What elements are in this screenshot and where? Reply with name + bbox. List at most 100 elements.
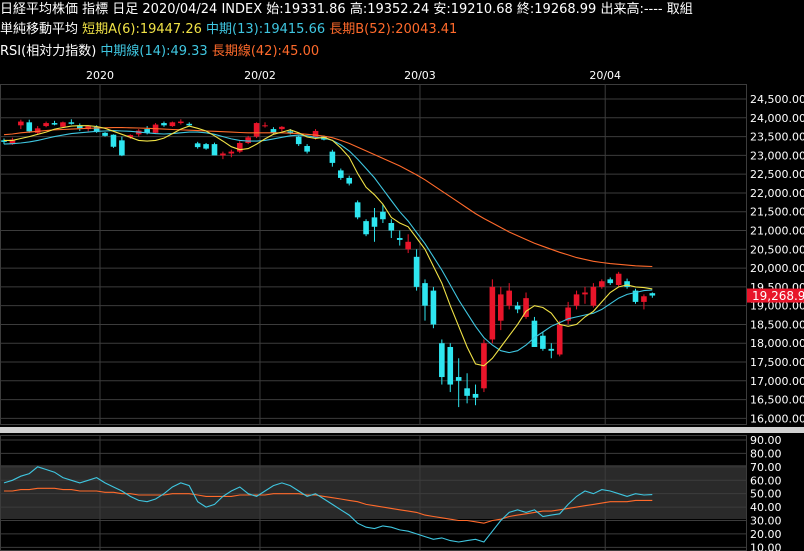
candle-body bbox=[380, 211, 386, 220]
x-tick-label: 20/04 bbox=[589, 69, 621, 82]
candle-body bbox=[203, 144, 209, 149]
moving-averages bbox=[3, 125, 653, 367]
price-tick-label: 23,500.00 bbox=[750, 131, 804, 144]
grid-lines bbox=[1, 84, 746, 550]
candle bbox=[405, 234, 411, 254]
candle bbox=[447, 343, 454, 393]
candle bbox=[371, 207, 378, 242]
instrument-summary: 日経平均株価 指標 日足 2020/04/24 INDEX 始:19331.86… bbox=[0, 2, 693, 17]
candle bbox=[18, 119, 24, 130]
candle bbox=[220, 151, 226, 160]
candle-body bbox=[439, 343, 445, 378]
rsi-mid-legend: 中期線(14):49.33 bbox=[100, 44, 208, 59]
candle bbox=[34, 126, 41, 135]
candle bbox=[245, 135, 251, 145]
candle-body bbox=[304, 145, 310, 152]
rsi-tick-label: 80.00 bbox=[750, 447, 782, 460]
candle-body bbox=[346, 177, 353, 184]
rsi-y-axis: 90.0080.0070.0060.0050.0040.0030.0020.00… bbox=[750, 434, 782, 551]
price-tick-label: 19,000.00 bbox=[750, 300, 804, 313]
candle bbox=[573, 290, 580, 310]
candle-body bbox=[607, 279, 614, 284]
candle-body bbox=[169, 122, 176, 127]
candle bbox=[540, 331, 546, 351]
candle bbox=[110, 134, 117, 148]
candle-body bbox=[295, 136, 302, 145]
rsi-long-line bbox=[4, 487, 653, 524]
candle-body bbox=[1, 140, 7, 142]
ma-mid-line bbox=[3, 130, 653, 354]
candle bbox=[304, 144, 310, 154]
candle bbox=[439, 339, 445, 385]
candle-body bbox=[649, 293, 656, 296]
candles bbox=[1, 119, 656, 408]
rsi-tick-label: 70.00 bbox=[750, 461, 782, 474]
price-tick-label: 21,000.00 bbox=[750, 225, 804, 238]
candle bbox=[380, 204, 386, 224]
candle bbox=[279, 126, 285, 132]
x-axis: 2020 20/02 20/03 20/04 bbox=[86, 69, 621, 82]
candle-body bbox=[590, 286, 597, 306]
candle bbox=[186, 122, 193, 127]
candle-body bbox=[396, 238, 403, 240]
candle bbox=[60, 121, 66, 128]
candle-body bbox=[338, 170, 344, 178]
candle-body bbox=[186, 123, 193, 126]
candle-body bbox=[211, 144, 218, 156]
rsi-legend-title: RSI(相対力指数) bbox=[0, 44, 97, 59]
candle-body bbox=[93, 126, 100, 133]
candle bbox=[102, 132, 108, 137]
price-tick-label: 18,500.00 bbox=[750, 318, 804, 331]
candle bbox=[565, 301, 571, 325]
candle bbox=[582, 286, 588, 304]
candle bbox=[396, 230, 403, 246]
candle-body bbox=[329, 151, 336, 163]
candle bbox=[119, 136, 125, 157]
candle-body bbox=[413, 256, 420, 287]
candle bbox=[295, 135, 302, 146]
candle-body bbox=[615, 273, 622, 285]
ma-long-legend: 長期B(52):20043.41 bbox=[329, 22, 458, 37]
candle-body bbox=[447, 346, 454, 385]
candle bbox=[632, 288, 639, 304]
candle-body bbox=[245, 137, 251, 143]
candle-body bbox=[194, 143, 201, 148]
candle bbox=[51, 120, 58, 126]
candle bbox=[346, 175, 353, 186]
x-tick-label: 20/02 bbox=[244, 69, 276, 82]
candle-body bbox=[236, 142, 243, 152]
candle-body bbox=[85, 126, 91, 130]
rsi-tick-label: 90.00 bbox=[750, 434, 782, 447]
rsi-tick-label: 60.00 bbox=[750, 474, 782, 487]
candle-body bbox=[18, 121, 24, 126]
candle bbox=[161, 121, 167, 127]
candle-body bbox=[363, 221, 369, 235]
price-tick-label: 17,500.00 bbox=[750, 356, 804, 369]
candle-body bbox=[144, 129, 150, 133]
ma-legend: 単純移動平均 短期A(6):19447.26 中期(13):19415.66 長… bbox=[0, 21, 457, 39]
candle bbox=[127, 134, 134, 139]
candle-body bbox=[228, 151, 235, 154]
candle bbox=[178, 119, 184, 125]
price-y-axis: 24,500.00 24,000.00 23,500.00 23,000.00 22,5… bbox=[750, 93, 804, 425]
rsi-lines bbox=[3, 466, 653, 543]
price-tick-label: 24,500.00 bbox=[750, 93, 804, 106]
candle bbox=[497, 286, 504, 331]
rsi-mid-line bbox=[3, 466, 653, 543]
candle-body bbox=[514, 305, 521, 310]
last-price-label: 19,268.99 bbox=[752, 289, 804, 303]
candle bbox=[68, 119, 75, 125]
candle bbox=[556, 320, 563, 357]
price-tick-label: 22,000.00 bbox=[750, 187, 804, 200]
candle bbox=[590, 283, 597, 308]
price-tick-label: 22,500.00 bbox=[750, 168, 804, 181]
candle bbox=[135, 129, 142, 137]
candle-body bbox=[161, 123, 167, 126]
rsi-tick-label: 10.00 bbox=[750, 541, 782, 551]
candle-body bbox=[388, 223, 395, 231]
candle-body bbox=[422, 283, 428, 306]
candle bbox=[624, 278, 630, 289]
candle bbox=[413, 249, 420, 291]
candle-body bbox=[523, 298, 529, 317]
x-tick-label: 20/03 bbox=[404, 69, 436, 82]
